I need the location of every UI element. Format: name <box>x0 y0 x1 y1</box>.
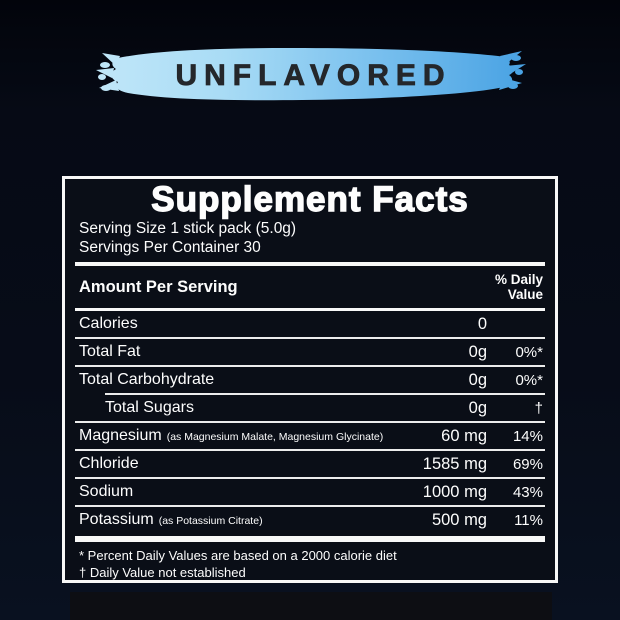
thick-divider-bottom <box>75 536 545 542</box>
nutrient-name-group: Chloride <box>75 455 392 473</box>
nutrient-name: Total Carbohydrate <box>79 371 215 388</box>
row-divider <box>75 365 545 367</box>
nutrient-daily-value: 69% <box>512 455 543 473</box>
nutrient-row: Total Fat 0g 0%* <box>75 339 545 365</box>
thick-divider <box>75 262 545 266</box>
background-panel-edge <box>70 592 552 620</box>
amount-per-serving-header: Amount Per Serving <box>79 277 238 296</box>
nutrient-name: Potassium <box>79 511 154 528</box>
nutrient-subtext: (as Potassium Citrate) <box>158 515 263 527</box>
nutrient-daily-value: 0%* <box>515 371 543 389</box>
nutrient-amount: 60 mg <box>441 426 487 445</box>
supplement-facts-title: Supplement Facts <box>151 179 469 219</box>
nutrient-row: Sodium 1000 mg 43% <box>75 479 545 505</box>
nutrient-amount: 1585 mg <box>422 454 487 473</box>
row-divider <box>75 505 545 507</box>
row-divider <box>75 477 545 479</box>
nutrient-name-group: Total Sugars <box>75 399 392 417</box>
nutrient-amount: 1000 mg <box>422 482 487 501</box>
row-divider <box>75 421 545 423</box>
nutrient-row: Potassium (as Potassium Citrate) 500 mg 11% <box>75 507 545 533</box>
row-divider <box>75 337 545 339</box>
footnote-line: † Daily Value not established <box>79 564 246 580</box>
row-divider <box>105 393 545 395</box>
nutrient-row: Magnesium (as Magnesium Malate, Magnesium… <box>75 423 545 449</box>
medium-divider <box>75 308 545 311</box>
footnote-line: * Percent Daily Values are based on a 20… <box>79 548 397 563</box>
nutrient-daily-value: † <box>534 399 543 417</box>
nutrient-row: Chloride 1585 mg 69% <box>75 451 545 477</box>
nutrient-name: Total Sugars <box>105 399 194 416</box>
nutrient-amount: 0g <box>468 370 487 389</box>
nutrient-name-group: Potassium (as Potassium Citrate) <box>75 511 392 529</box>
nutrient-name-group: Total Carbohydrate <box>75 371 392 389</box>
nutrient-daily-value: 0%* <box>515 343 543 361</box>
nutrient-daily-value: 43% <box>512 483 543 501</box>
nutrient-name-group: Calories <box>75 315 392 333</box>
nutrient-daily-value: 14% <box>512 427 543 445</box>
flavor-banner-label: UNFLAVORED <box>175 59 452 93</box>
nutrient-name: Chloride <box>79 455 139 472</box>
brush-stroke-icon <box>96 48 526 101</box>
nutrient-name-group: Sodium <box>75 483 392 501</box>
nutrient-name-group: Magnesium (as Magnesium Malate, Magnesium… <box>75 427 392 445</box>
serving-size-line: Serving Size 1 stick pack (5.0g) <box>79 220 297 237</box>
nutrient-amount: 0g <box>468 342 487 361</box>
column-header-row: Amount Per Serving % Daily Value <box>75 266 545 308</box>
daily-value-header: % Daily Value <box>494 272 543 302</box>
nutrient-daily-value: 11% <box>514 511 543 529</box>
nutrient-row: Calories 0 <box>75 311 545 337</box>
flavor-banner: UNFLAVORED <box>92 42 528 114</box>
nutrient-rows: Calories 0 Total Fat 0g 0%* Total Carbohydrat… <box>75 311 545 533</box>
servings-per-container-line: Servings Per Container 30 <box>79 238 261 256</box>
nutrient-row: Total Carbohydrate 0g 0%* <box>75 367 545 393</box>
nutrient-amount: 500 mg <box>431 510 487 529</box>
nutrient-amount: 0 <box>477 314 487 333</box>
footnotes: * Percent Daily Values are based on a 20… <box>75 548 545 581</box>
nutrient-name: Total Fat <box>79 343 141 360</box>
nutrient-name: Magnesium <box>79 427 162 444</box>
supplement-facts-panel: Supplement Facts Serving Size 1 stick pa… <box>62 176 558 583</box>
nutrient-name: Calories <box>79 315 138 332</box>
nutrient-subtext: (as Magnesium Malate, Magnesium Glycinat… <box>166 431 384 443</box>
nutrient-row: Total Sugars 0g † <box>75 395 545 421</box>
row-divider <box>75 449 545 451</box>
nutrient-amount: 0g <box>468 398 487 417</box>
nutrient-name: Sodium <box>79 483 134 500</box>
nutrient-name-group: Total Fat <box>75 343 392 361</box>
